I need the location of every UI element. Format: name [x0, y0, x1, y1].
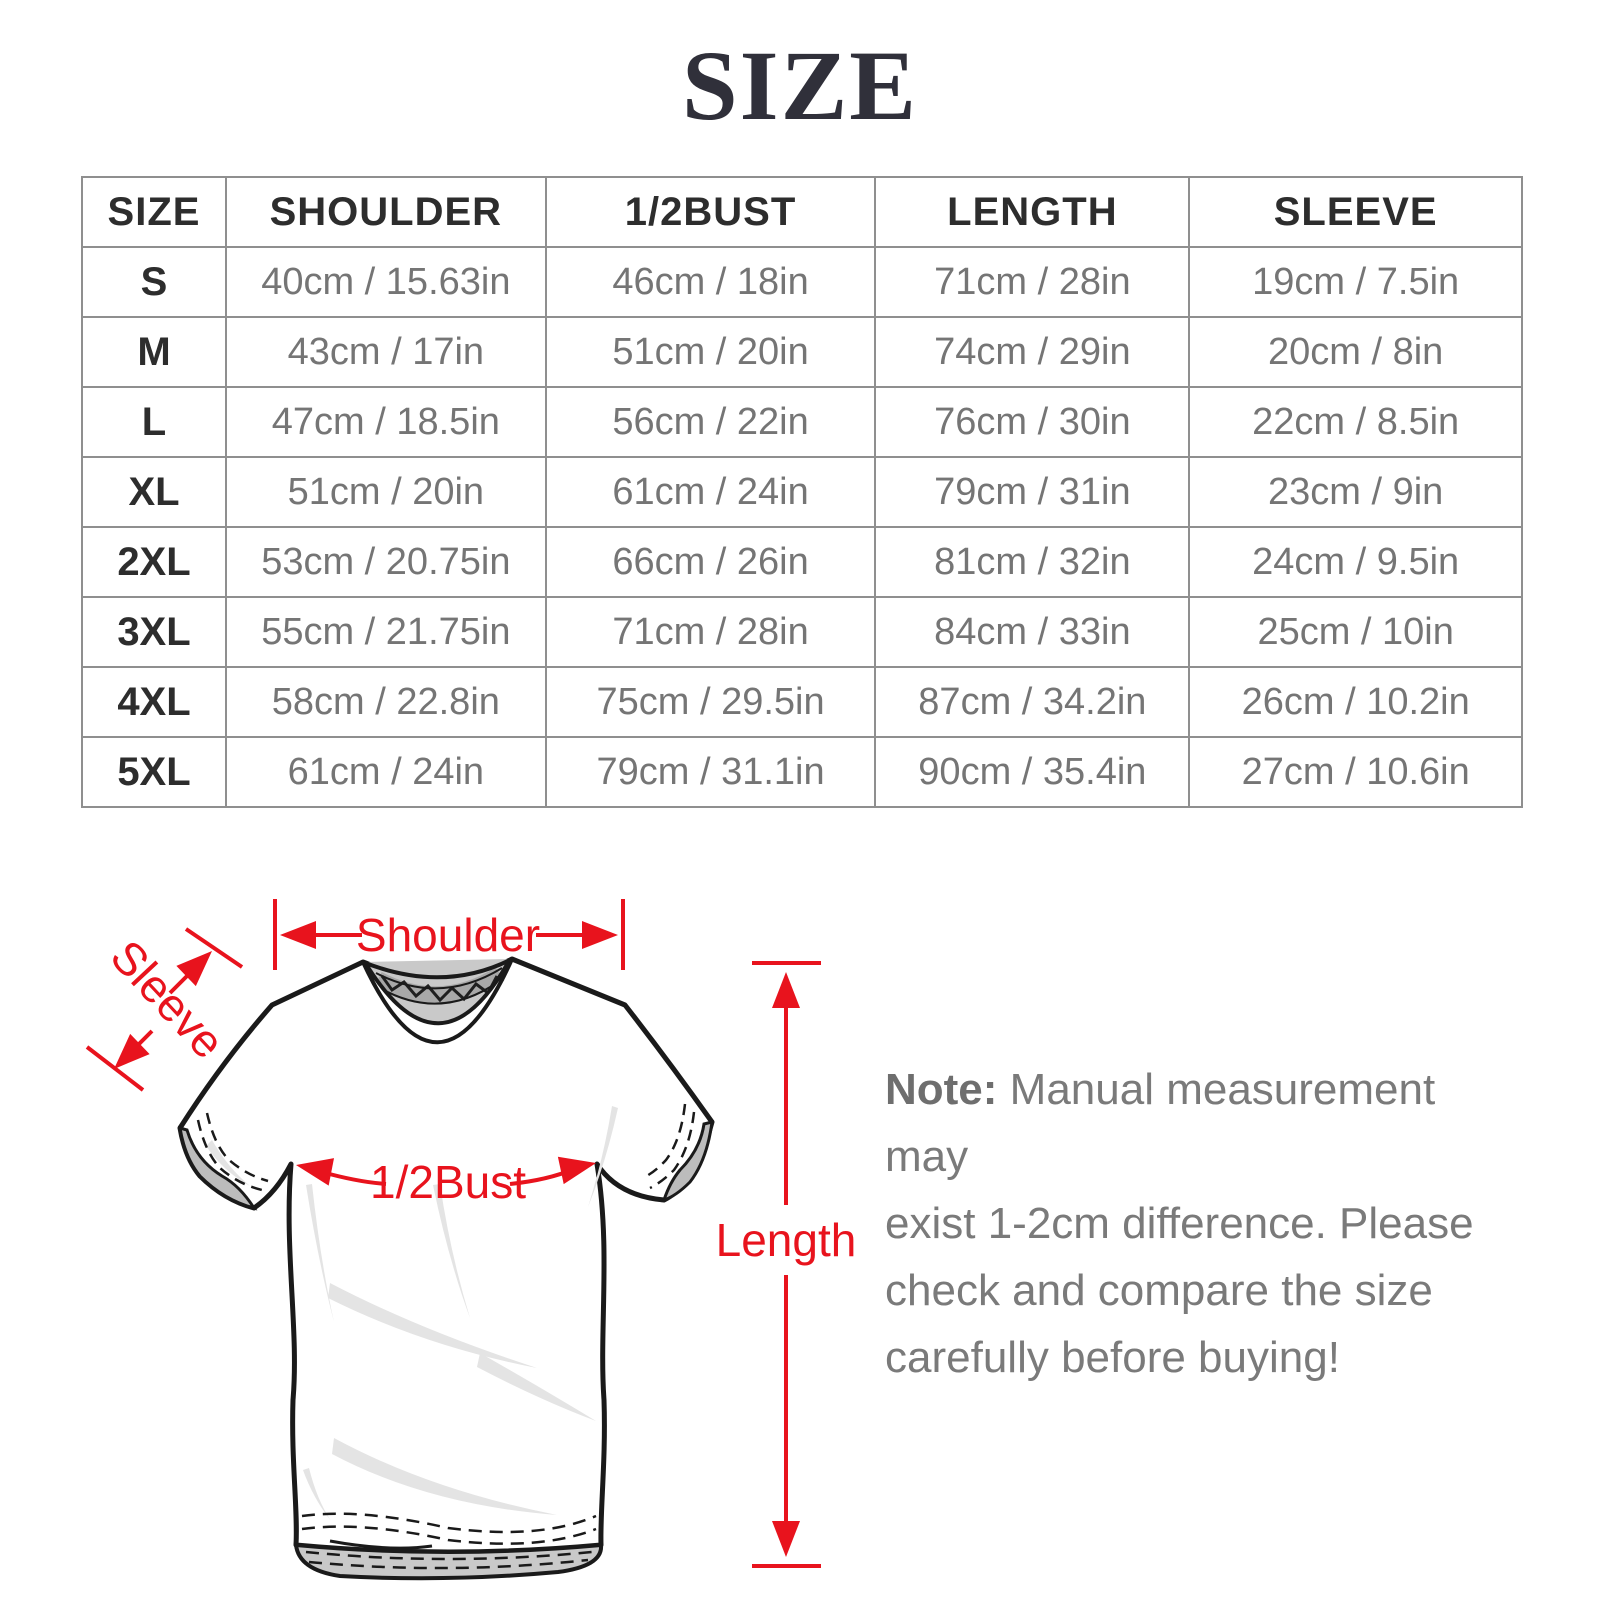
measurement-cell: 90cm / 35.4in	[874, 736, 1191, 808]
right-sleeve-stitches	[642, 1103, 696, 1190]
note-remaining-lines: exist 1-2cm difference. Please check and…	[885, 1199, 1474, 1382]
size-label-cell: 4XL	[81, 666, 227, 738]
size-label-cell: XL	[81, 456, 227, 528]
size-table-body: S 40cm / 15.63in 46cm / 18in 71cm / 28in 19c…	[81, 246, 1523, 808]
measurement-cell: 71cm / 28in	[544, 596, 877, 668]
measurement-cell: 79cm / 31in	[874, 456, 1191, 528]
collar	[361, 957, 514, 1045]
measurement-cell: 76cm / 30in	[874, 386, 1191, 458]
measurement-cell: 51cm / 20in	[544, 316, 877, 388]
length-annotation: Length	[716, 961, 857, 1568]
length-label: Length	[716, 1214, 857, 1266]
table-row: M 43cm / 17in 51cm / 20in 74cm / 29in 20cm /…	[81, 316, 1523, 388]
sleeve-annotation: Sleeve	[85, 927, 244, 1092]
size-label-cell: M	[81, 316, 227, 388]
measurement-cell: 56cm / 22in	[544, 386, 877, 458]
tshirt-body	[177, 956, 715, 1555]
measurement-cell: 53cm / 20.75in	[225, 526, 547, 598]
tshirt-measurement-diagram: Shoulder Sleeve 1/2Bust	[85, 899, 857, 1581]
size-label-cell: 2XL	[81, 526, 227, 598]
measurement-cell: 27cm / 10.6in	[1188, 736, 1523, 808]
column-header: SIZE	[81, 176, 227, 248]
table-row: L 47cm / 18.5in 56cm / 22in 76cm / 30in 22cm…	[81, 386, 1523, 458]
measurement-cell: 71cm / 28in	[874, 246, 1191, 318]
hem	[293, 1512, 604, 1581]
measurement-cell: 40cm / 15.63in	[225, 246, 547, 318]
table-row: 2XL 53cm / 20.75in 66cm / 26in 81cm / 32in 2…	[81, 526, 1523, 598]
measurement-cell: 19cm / 7.5in	[1188, 246, 1523, 318]
measurement-cell: 43cm / 17in	[225, 316, 547, 388]
shoulder-annotation: Shoulder	[273, 899, 625, 970]
measurement-cell: 87cm / 34.2in	[874, 666, 1191, 738]
measurement-cell: 20cm / 8in	[1188, 316, 1523, 388]
table-row: S 40cm / 15.63in 46cm / 18in 71cm / 28in 19c…	[81, 246, 1523, 318]
measurement-cell: 51cm / 20in	[225, 456, 547, 528]
measurement-cell: 79cm / 31.1in	[544, 736, 877, 808]
left-sleeve-cap	[178, 1125, 258, 1211]
wrinkle-shading	[206, 1106, 618, 1521]
measurement-cell: 75cm / 29.5in	[544, 666, 877, 738]
measurement-cell: 23cm / 9in	[1188, 456, 1523, 528]
size-label-cell: S	[81, 246, 227, 318]
note-text: Note: Manual measurement may exist 1-2cm…	[885, 1056, 1510, 1391]
measurement-cell: 66cm / 26in	[544, 526, 877, 598]
size-label-cell: 5XL	[81, 736, 227, 808]
size-table-header: SIZE SHOULDER 1/2BUST LENGTH SLEEVE	[81, 176, 1523, 248]
note-line-1: Note: Manual measurement may	[885, 1056, 1510, 1190]
table-row: 5XL 61cm / 24in 79cm / 31.1in 90cm / 35.4in…	[81, 736, 1523, 808]
table-row: XL 51cm / 20in 61cm / 24in 79cm / 31in 23cm …	[81, 456, 1523, 528]
measurement-cell: 26cm / 10.2in	[1188, 666, 1523, 738]
measurement-cell: 25cm / 10in	[1188, 596, 1523, 668]
column-header: SHOULDER	[225, 176, 547, 248]
measurement-cell: 61cm / 24in	[544, 456, 877, 528]
measurement-cell: 61cm / 24in	[225, 736, 547, 808]
header-row: SIZE SHOULDER 1/2BUST LENGTH SLEEVE	[81, 176, 1523, 248]
measurement-cell: 84cm / 33in	[874, 596, 1191, 668]
page-title: SIZE	[682, 30, 918, 141]
measurement-cell: 47cm / 18.5in	[225, 386, 547, 458]
table-row: 3XL 55cm / 21.75in 71cm / 28in 84cm / 33in 2…	[81, 596, 1523, 668]
column-header: 1/2BUST	[544, 176, 877, 248]
size-label-cell: 3XL	[81, 596, 227, 668]
measurement-cell: 74cm / 29in	[874, 316, 1191, 388]
measurement-cell: 22cm / 8.5in	[1188, 386, 1523, 458]
hem-band	[293, 1542, 604, 1581]
table-row: 4XL 58cm / 22.8in 75cm / 29.5in 87cm / 34.2…	[81, 666, 1523, 738]
bust-label: 1/2Bust	[370, 1156, 526, 1208]
measurement-cell: 46cm / 18in	[544, 246, 877, 318]
size-label-cell: L	[81, 386, 227, 458]
measurement-cell: 24cm / 9.5in	[1188, 526, 1523, 598]
collar-zigzag	[380, 975, 499, 1003]
right-sleeve-cap	[661, 1120, 714, 1203]
tshirt-illustration	[177, 956, 715, 1581]
measurement-annotations: Shoulder Sleeve 1/2Bust	[85, 899, 857, 1568]
bust-annotation: 1/2Bust	[293, 1149, 599, 1208]
collar-zigzag-band	[374, 967, 505, 1003]
size-table: SIZE SHOULDER 1/2BUST LENGTH SLEEVE S 40cm / …	[81, 176, 1523, 808]
column-header: SLEEVE	[1188, 176, 1523, 248]
collar-ring	[361, 957, 514, 1045]
shoulder-label: Shoulder	[356, 909, 540, 961]
measurement-cell: 55cm / 21.75in	[225, 596, 547, 668]
note-prefix: Note:	[885, 1065, 998, 1114]
column-header: LENGTH	[874, 176, 1191, 248]
measurement-cell: 58cm / 22.8in	[225, 666, 547, 738]
measurement-cell: 81cm / 32in	[874, 526, 1191, 598]
note-line1-rest: Manual measurement may	[885, 1065, 1436, 1181]
